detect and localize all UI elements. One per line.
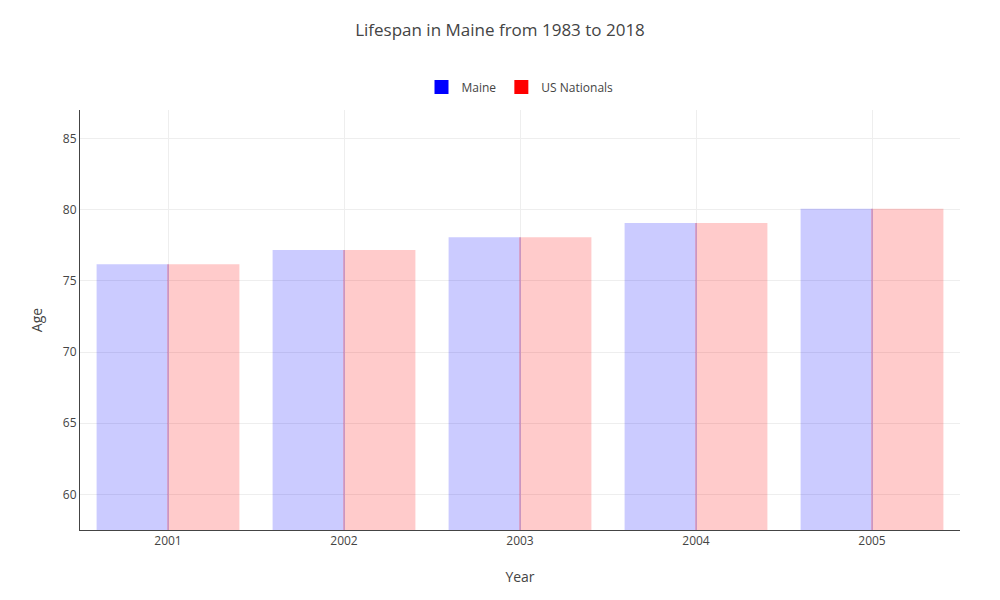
svg-text:Maine: Maine xyxy=(462,79,497,96)
svg-text:2003: 2003 xyxy=(506,532,534,549)
svg-text:2002: 2002 xyxy=(330,532,358,549)
svg-text:Age: Age xyxy=(27,308,46,332)
svg-text:75: 75 xyxy=(63,272,77,289)
svg-text:2005: 2005 xyxy=(858,532,886,549)
svg-text:80: 80 xyxy=(63,201,77,218)
svg-text:2004: 2004 xyxy=(682,532,710,549)
svg-text:60: 60 xyxy=(63,486,77,503)
svg-text:Year: Year xyxy=(505,567,534,586)
svg-text:2001: 2001 xyxy=(154,532,181,549)
svg-text:65: 65 xyxy=(63,414,77,431)
svg-text:85: 85 xyxy=(63,130,77,147)
svg-text:70: 70 xyxy=(63,343,77,360)
svg-text:Lifespan in Maine from 1983 to: Lifespan in Maine from 1983 to 2018 xyxy=(355,18,645,41)
svg-text:US Nationals: US Nationals xyxy=(541,79,613,96)
